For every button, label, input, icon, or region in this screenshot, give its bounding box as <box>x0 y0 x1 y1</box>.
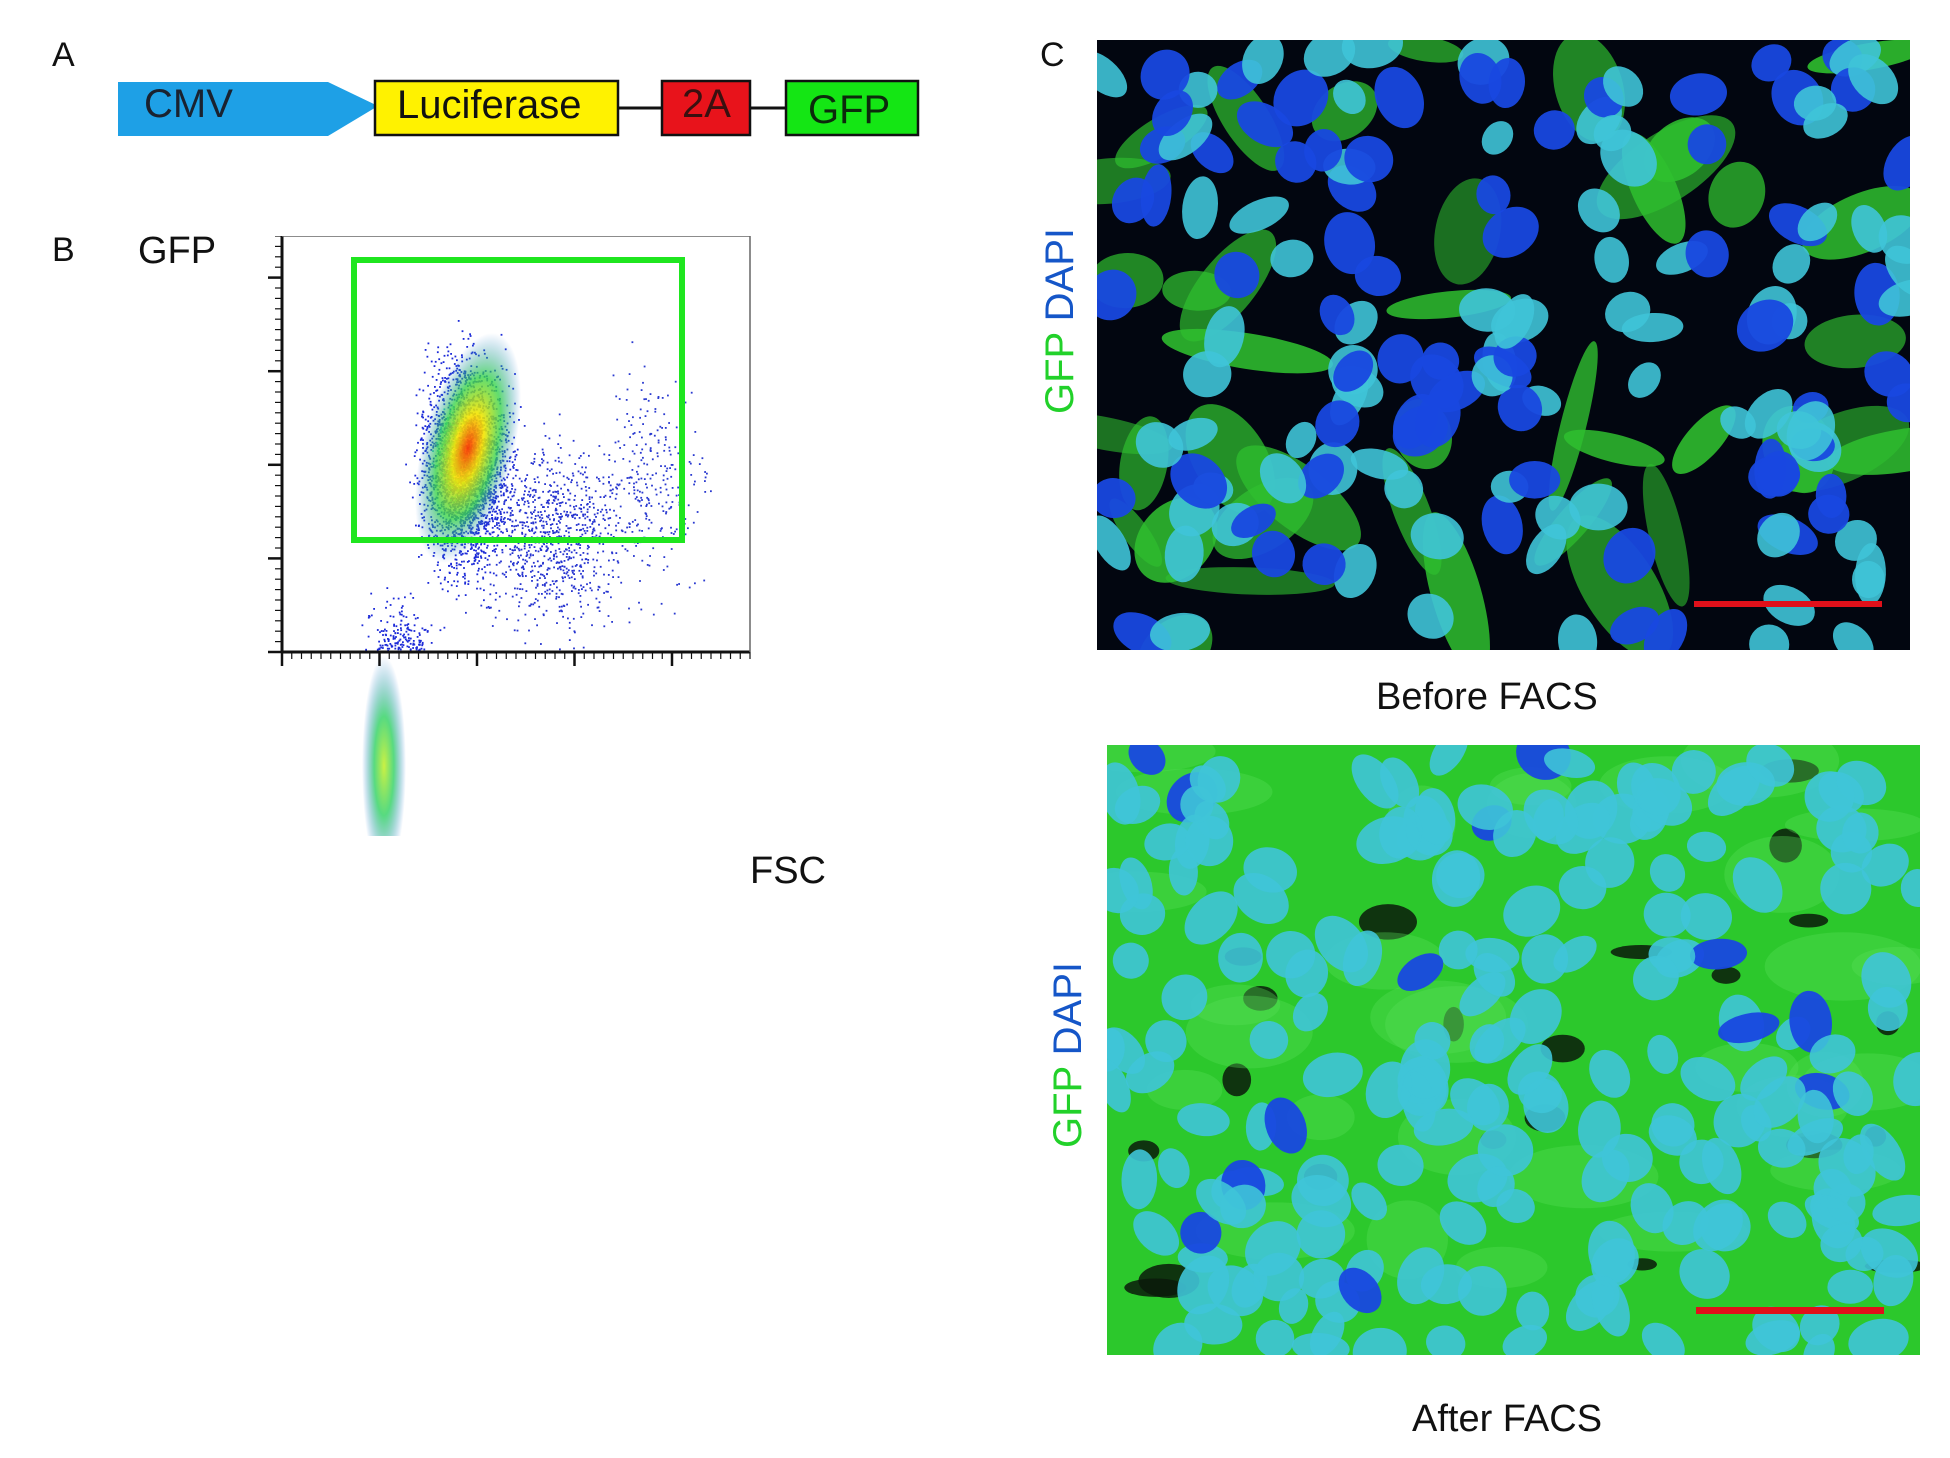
flow-axis-ticks <box>268 236 751 666</box>
flow-plot <box>250 236 870 836</box>
panel-letter-c: C <box>1040 36 1065 74</box>
bottom-stain-green: GFP <box>1046 1066 1090 1148</box>
micrograph-before-facs <box>1097 40 1910 650</box>
cmv-label: CMV <box>144 82 233 126</box>
flow-plot-svg <box>268 236 751 836</box>
micrograph-after-svg <box>1107 745 1920 1355</box>
luciferase-box <box>373 79 620 137</box>
panel-letter-a: A <box>52 36 75 74</box>
scale-bar-bottom <box>1696 1307 1884 1314</box>
panel-letter-b: B <box>52 231 75 269</box>
cmv-promoter-arrow <box>118 82 378 136</box>
2a-box <box>660 79 752 137</box>
bottom-stain-blue: DAPI <box>1046 962 1090 1056</box>
top-stain-green: GFP <box>1038 332 1082 414</box>
bottom-stain-label: GFP DAPI <box>1046 962 1090 1148</box>
gfp-box <box>784 79 920 137</box>
gfp-positive-gate <box>351 257 685 543</box>
construct-svg <box>118 79 920 137</box>
density-hotspot-high <box>415 332 521 564</box>
caption-before-facs: Before FACS <box>1376 676 1598 718</box>
density-hotspot-low <box>362 656 406 836</box>
event-dots <box>361 320 712 652</box>
top-stain-label: GFP DAPI <box>1038 228 1082 414</box>
flow-x-axis-label: FSC <box>750 850 826 892</box>
luciferase-label: Luciferase <box>397 83 582 127</box>
2a-label: 2A <box>682 82 731 126</box>
micrograph-after-facs <box>1107 745 1920 1355</box>
scale-bar-top <box>1694 601 1882 607</box>
flow-y-axis-label: GFP <box>138 230 217 272</box>
micrograph-before-svg <box>1097 40 1910 650</box>
top-stain-blue: DAPI <box>1038 228 1082 322</box>
construct-diagram: CMV Luciferase 2A GFP <box>110 70 930 150</box>
gfp-box-label: GFP <box>808 88 891 132</box>
caption-after-facs: After FACS <box>1412 1398 1603 1440</box>
